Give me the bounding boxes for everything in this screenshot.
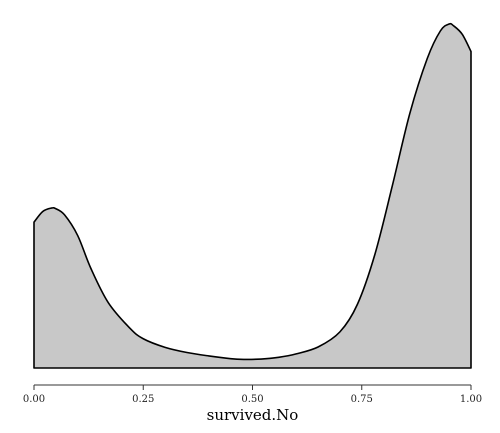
x-tick-label: 0.25 <box>132 394 154 405</box>
density-area <box>33 22 472 369</box>
x-axis-title: survived.No <box>207 406 299 424</box>
x-tick-label: 0.75 <box>351 394 373 405</box>
plot-area <box>33 22 472 369</box>
x-tick-label: 0.00 <box>23 394 45 405</box>
x-tick-label: 1.00 <box>460 394 482 405</box>
x-tick-label: 0.50 <box>241 394 263 405</box>
x-axis-ticks: 0.00 0.25 0.50 0.75 1.00 <box>23 385 482 405</box>
